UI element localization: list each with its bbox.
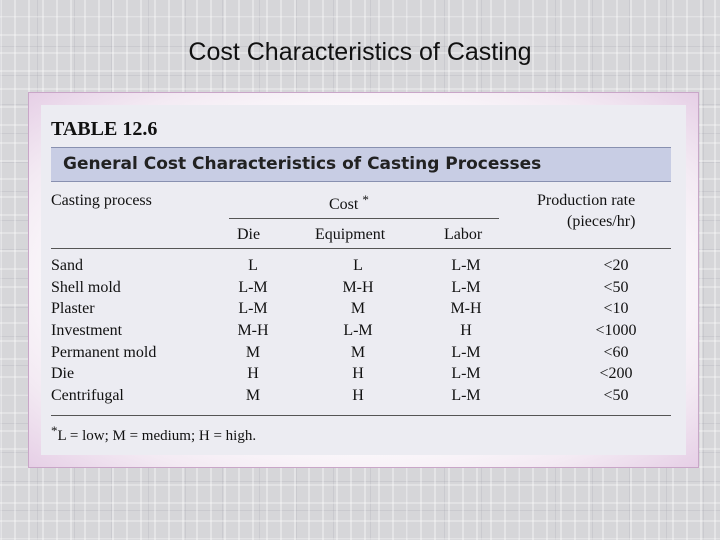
table-footnote: *L = low; M = medium; H = high.: [51, 423, 256, 445]
header-cost-marker: *: [362, 192, 369, 207]
cell-die: L: [248, 257, 258, 274]
cell-process: Centrifugal: [51, 387, 124, 405]
cell-equipment: M: [350, 343, 366, 361]
cell-rate: <200: [599, 365, 633, 383]
header-equipment: Equipment: [315, 226, 386, 243]
cell-die: L-M: [238, 300, 268, 318]
header-die: Die: [237, 226, 261, 243]
cell-rate: <60: [603, 343, 629, 361]
cell-labor: H: [460, 322, 472, 340]
cell-equipment: M: [350, 300, 366, 318]
header-cost: Cost *: [329, 192, 369, 214]
cell-equipment: M-H: [342, 278, 374, 296]
table-row: Shell mold L-M M-H L-M <50: [51, 279, 671, 301]
cell-labor: L-M: [451, 278, 481, 296]
cell-rate: <50: [603, 387, 629, 405]
header-labor: Labor: [444, 226, 483, 243]
cell-equipment: H: [352, 365, 364, 383]
cell-die: M: [245, 343, 261, 361]
cell-labor: L-M: [451, 387, 481, 405]
header-production-rate: Production rate: [537, 192, 636, 209]
footnote-text: L = low; M = medium; H = high.: [57, 428, 257, 444]
table-caption: General Cost Characteristics of Casting …: [63, 154, 542, 174]
cell-rate: <20: [603, 257, 629, 274]
cell-labor: L-M: [451, 365, 481, 383]
header-bottom-rule: [51, 248, 671, 249]
cell-rate: <50: [603, 278, 629, 296]
cell-rate: <10: [603, 300, 629, 318]
table-row: Die H H L-M <200: [51, 365, 671, 387]
table-frame: TABLE 12.6 General Cost Characteristics …: [28, 92, 699, 468]
cell-labor: L-M: [451, 343, 481, 361]
table-caption-bar: General Cost Characteristics of Casting …: [51, 147, 671, 182]
cell-rate: <1000: [595, 322, 637, 340]
cell-process: Die: [51, 365, 75, 383]
table-row: Plaster L-M M M-H <10: [51, 300, 671, 322]
cell-process: Shell mold: [51, 278, 121, 296]
cell-labor: L-M: [451, 257, 481, 274]
cell-die: H: [247, 365, 259, 383]
cell-process: Sand: [51, 257, 83, 274]
header-cost-label: Cost: [329, 196, 359, 213]
cell-equipment: L: [353, 257, 363, 274]
cell-process: Investment: [51, 322, 123, 340]
table-bottom-rule: [51, 415, 671, 416]
header-production-rate-unit: (pieces/hr): [567, 213, 636, 230]
cell-labor: M-H: [450, 300, 482, 318]
cost-group-rule: [229, 218, 499, 219]
cell-process: Plaster: [51, 300, 95, 318]
slide-title: Cost Characteristics of Casting: [188, 38, 532, 66]
table-row: Sand L L L-M <20: [51, 257, 671, 279]
table-label: TABLE 12.6: [51, 118, 158, 140]
cell-equipment: H: [352, 387, 364, 405]
cell-die: L-M: [238, 278, 268, 296]
cell-equipment: L-M: [343, 322, 373, 340]
table-panel: TABLE 12.6 General Cost Characteristics …: [41, 105, 686, 455]
header-casting-process: Casting process: [51, 192, 152, 209]
table-row: Permanent mold M M L-M <60: [51, 344, 671, 366]
table-row: Investment M-H L-M H <1000: [51, 322, 671, 344]
cell-die: M-H: [237, 322, 269, 340]
footnote-marker: *: [51, 423, 58, 438]
cell-process: Permanent mold: [51, 343, 157, 361]
table-row: Centrifugal M H L-M <50: [51, 387, 671, 409]
cell-die: M: [245, 387, 261, 405]
table-body: Sand L L L-M <20 Shell mold L-M M-H L-M …: [51, 257, 671, 409]
